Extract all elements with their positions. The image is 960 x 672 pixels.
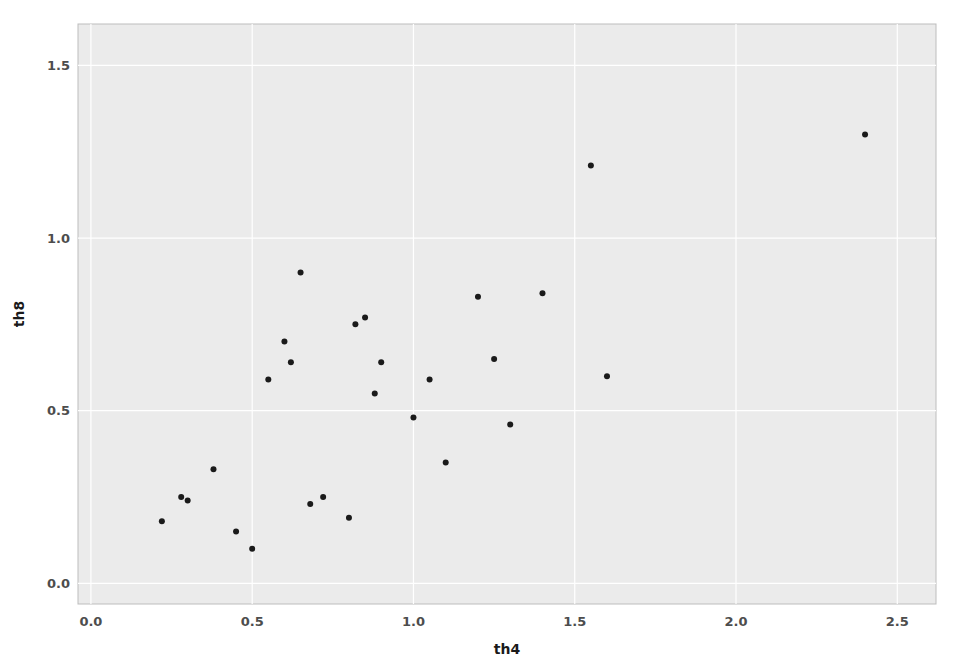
y-axis-label: th8 xyxy=(11,301,27,327)
x-tick-label: 0.0 xyxy=(79,614,102,629)
point xyxy=(427,377,433,383)
x-tick-label: 2.5 xyxy=(886,614,909,629)
point xyxy=(410,415,416,421)
y-tick-label: 1.5 xyxy=(47,58,70,73)
point xyxy=(281,339,287,345)
point xyxy=(362,314,368,320)
y-tick-label: 0.5 xyxy=(47,403,70,418)
grid-line-y xyxy=(78,410,936,411)
point xyxy=(159,518,165,524)
point xyxy=(491,356,497,362)
point xyxy=(539,290,545,296)
grid xyxy=(78,24,936,604)
point xyxy=(372,390,378,396)
plot-area xyxy=(78,24,936,604)
grid-line-x xyxy=(413,24,414,604)
point xyxy=(352,321,358,327)
x-tick-label: 0.5 xyxy=(241,614,264,629)
point xyxy=(307,501,313,507)
grid-line-y xyxy=(78,65,936,66)
point xyxy=(320,494,326,500)
tick-labels: 0.0 0.5 1.0 1.5 2.0 2.5 0.0 0.5 1.0 1.5 xyxy=(47,58,909,629)
x-tick-label: 2.0 xyxy=(724,614,747,629)
point xyxy=(507,421,513,427)
point xyxy=(210,466,216,472)
point xyxy=(249,546,255,552)
grid-line-x xyxy=(252,24,253,604)
grid-line-x xyxy=(735,24,736,604)
x-tick-label: 1.0 xyxy=(402,614,425,629)
point xyxy=(346,515,352,521)
grid-line-x xyxy=(897,24,898,604)
grid-line-x xyxy=(574,24,575,604)
y-tick-label: 1.0 xyxy=(47,231,70,246)
point xyxy=(443,459,449,465)
x-tick-label: 1.5 xyxy=(563,614,586,629)
points xyxy=(159,131,868,551)
point xyxy=(288,359,294,365)
point xyxy=(233,529,239,535)
point xyxy=(475,294,481,300)
point xyxy=(265,377,271,383)
chart-container: 0.0 0.5 1.0 1.5 2.0 2.5 0.0 0.5 1.0 1.5 th4 th8 xyxy=(0,0,960,672)
point xyxy=(185,497,191,503)
grid-line-y xyxy=(78,237,936,238)
point xyxy=(378,359,384,365)
point xyxy=(604,373,610,379)
y-tick-label: 0.0 xyxy=(47,576,70,591)
point xyxy=(298,270,304,276)
x-axis-label: th4 xyxy=(494,641,521,657)
chart: 0.0 0.5 1.0 1.5 2.0 2.5 0.0 0.5 1.0 1.5 th4 th8 xyxy=(0,0,960,672)
point xyxy=(178,494,184,500)
point xyxy=(862,131,868,137)
grid-line-x xyxy=(90,24,91,604)
point xyxy=(588,163,594,169)
grid-line-y xyxy=(78,583,936,584)
